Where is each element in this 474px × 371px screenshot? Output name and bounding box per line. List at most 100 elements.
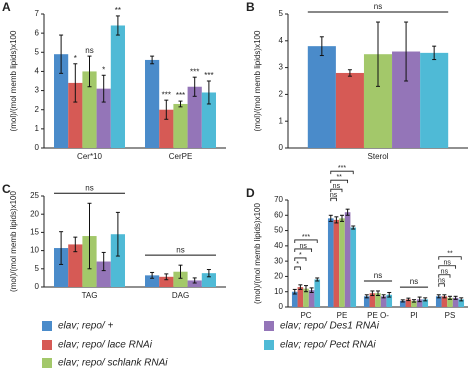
legend-label: elav; repo/ schlank RNAi: [58, 358, 168, 369]
bar: [159, 276, 174, 287]
error-bar: [178, 264, 183, 279]
error-bar: [292, 288, 297, 295]
bar: [110, 25, 125, 148]
error-bar: [436, 294, 441, 299]
y-tick-label: 6: [35, 28, 40, 37]
significance-label: *: [74, 54, 77, 63]
significance-label: ns: [410, 277, 418, 286]
error-bar: [334, 216, 339, 224]
x-tick-label: PS: [445, 311, 456, 320]
error-bar: [453, 295, 458, 300]
significance-bracket: [294, 239, 318, 243]
y-tick-label: 4: [35, 67, 40, 76]
panel-label: A: [2, 0, 11, 14]
legend-swatch: [42, 321, 52, 331]
error-bar: [364, 294, 369, 299]
significance-bracket: [438, 265, 457, 269]
y-tick-label: 30: [274, 256, 283, 265]
bar: [420, 52, 449, 148]
y-tick-label: 5: [35, 264, 40, 273]
significance-label: ns: [374, 271, 382, 280]
y-tick-label: 0: [279, 143, 284, 152]
y-tick-label: 1: [279, 116, 284, 125]
bar: [297, 287, 304, 307]
bar: [68, 82, 83, 148]
bar: [386, 294, 393, 307]
x-tick-label: Cer*10: [77, 152, 102, 161]
bar: [201, 92, 216, 148]
significance-bracket: [330, 170, 354, 175]
significance-label: ns: [438, 278, 446, 285]
error-bar: [150, 55, 155, 65]
bar: [173, 271, 188, 287]
bar: [435, 296, 442, 307]
y-tick-label: 60: [274, 210, 283, 219]
error-bar: [115, 15, 120, 36]
error-bar: [206, 269, 211, 278]
y-tick-label: 40: [274, 241, 283, 250]
significance-label: **: [336, 174, 342, 181]
error-bar: [101, 251, 106, 272]
significance-bracket: [294, 257, 307, 261]
x-tick-label: Sterol: [368, 152, 389, 161]
error-bar: [417, 296, 422, 303]
panel-label: C: [2, 182, 11, 196]
y-tick-label: 50: [274, 226, 283, 235]
bar: [145, 59, 160, 148]
y-tick-label: 20: [274, 272, 283, 281]
error-bar: [400, 299, 405, 303]
error-bar: [87, 202, 92, 270]
y-tick-label: 10: [30, 246, 39, 255]
x-tick-label: DAG: [172, 291, 189, 300]
significance-label: *: [299, 252, 302, 259]
y-tick-label: 0: [35, 143, 40, 152]
error-bar: [448, 295, 452, 300]
legend-label: elav; repo/ Des1 RNAi: [280, 321, 380, 332]
error-bar: [59, 34, 64, 74]
y-tick-label: 5: [279, 9, 284, 18]
significance-label: ns: [176, 245, 184, 254]
y-tick-label: 4: [279, 36, 284, 45]
error-bar: [87, 55, 92, 88]
x-tick-label: PE: [337, 311, 348, 320]
error-bar: [412, 299, 416, 303]
error-bar: [328, 214, 333, 222]
significance-bracket: [438, 274, 451, 278]
bar: [68, 244, 83, 287]
significance-label: ns: [441, 269, 449, 276]
significance-bracket: [330, 188, 343, 193]
legend-swatch: [42, 340, 52, 350]
bar: [54, 248, 69, 287]
significance-bracket: [294, 266, 301, 270]
legend-label: elav; repo/ +: [58, 321, 113, 332]
y-tick-label: 5: [35, 47, 40, 56]
y-tick-label: 70: [274, 195, 283, 204]
bar: [333, 219, 340, 307]
error-bar: [404, 21, 409, 82]
error-bar: [101, 74, 106, 103]
error-bar: [304, 285, 308, 293]
error-bar: [192, 277, 197, 284]
y-tick-label: 15: [30, 228, 39, 237]
legend-label: elav; repo/ lace RNAi: [58, 340, 153, 351]
error-bar: [345, 208, 350, 216]
error-bar: [315, 277, 320, 282]
bar: [335, 72, 364, 148]
bar: [173, 103, 188, 148]
significance-bracket: [438, 256, 462, 260]
y-axis-label: (mol)/(mol memb lipids)x100: [9, 30, 18, 131]
bar: [350, 227, 357, 307]
error-bar: [59, 231, 64, 265]
bar: [110, 234, 125, 287]
error-bar: [340, 214, 344, 222]
error-bar: [370, 290, 375, 297]
bar: [314, 279, 321, 307]
significance-label: ***: [190, 67, 199, 76]
y-tick-label: 3: [279, 63, 284, 72]
bar: [327, 218, 334, 307]
significance-label: *: [102, 65, 105, 74]
y-tick-label: 0: [279, 302, 284, 311]
bar: [82, 71, 97, 148]
significance-label: ns: [330, 192, 338, 199]
error-bar: [178, 100, 183, 108]
